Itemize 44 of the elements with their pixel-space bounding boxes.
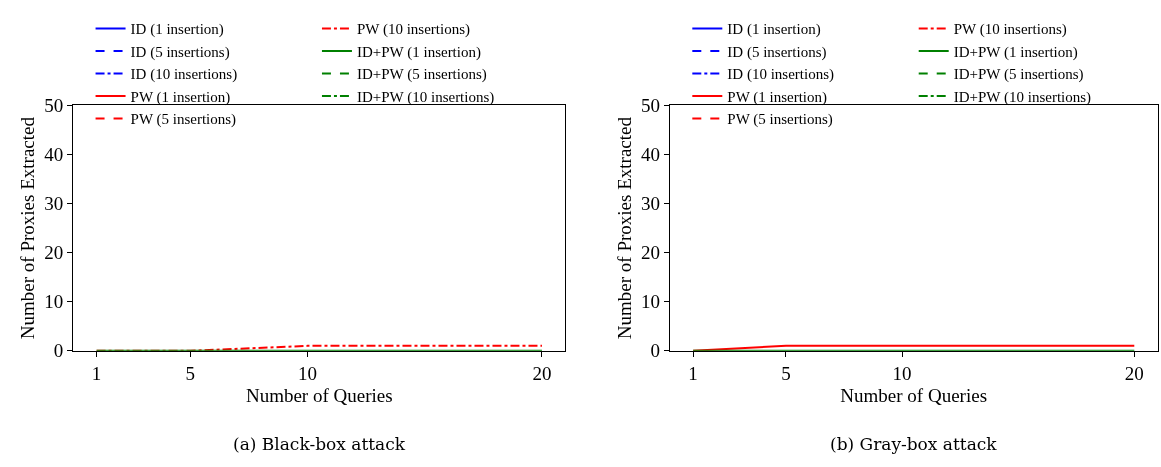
- legend-label: PW (1 insertion): [727, 88, 828, 106]
- legend-label: ID (1 insertion): [130, 21, 224, 39]
- x-tick-label: 5: [185, 362, 196, 384]
- legend-label: ID (10 insertions): [130, 66, 238, 84]
- x-tick-label: 20: [532, 362, 552, 384]
- legend-label: ID+PW (5 insertions): [953, 66, 1084, 84]
- x-tick-label: 1: [688, 362, 698, 384]
- legend-label: PW (10 insertions): [953, 21, 1067, 39]
- x-tick-label: 10: [892, 362, 912, 384]
- legend-label: PW (1 insertion): [130, 88, 231, 106]
- y-tick-label: 20: [641, 242, 661, 264]
- y-axis-title: Number of Proxies Extracted: [613, 116, 635, 340]
- y-tick-label: 40: [44, 144, 64, 166]
- legend-label: ID+PW (10 insertions): [356, 88, 495, 106]
- y-tick-label: 50: [44, 95, 64, 117]
- x-tick-label: 1: [91, 362, 102, 384]
- legend-label: ID (10 insertions): [727, 66, 834, 84]
- legend-label: ID+PW (10 insertions): [953, 88, 1092, 106]
- legend-label: PW (10 insertions): [356, 21, 471, 39]
- x-tick-label: 20: [1124, 362, 1144, 384]
- x-tick-label: 5: [781, 362, 791, 384]
- legend-label: ID+PW (1 insertion): [953, 43, 1078, 61]
- legend-label: ID (5 insertions): [727, 43, 827, 61]
- y-tick-label: 10: [44, 291, 64, 313]
- legend-label: PW (5 insertions): [130, 111, 237, 129]
- x-axis-title: Number of Queries: [245, 385, 393, 407]
- y-tick-label: 20: [44, 242, 64, 264]
- y-tick-label: 0: [53, 340, 64, 362]
- y-axis-title: Number of Proxies Extracted: [17, 116, 39, 340]
- legend-label: ID+PW (5 insertions): [356, 66, 487, 84]
- x-tick-label: 10: [298, 362, 318, 384]
- y-tick-label: 50: [641, 95, 661, 117]
- y-tick-label: 30: [44, 193, 64, 215]
- text: (a) Black-box attack: [233, 434, 406, 454]
- y-tick-label: 30: [641, 193, 661, 215]
- y-tick-label: 0: [650, 340, 661, 362]
- legend-label: ID (5 insertions): [130, 43, 230, 61]
- x-axis-title: Number of Queries: [840, 385, 988, 407]
- y-tick-label: 10: [641, 291, 661, 313]
- y-tick-label: 40: [641, 144, 661, 166]
- text: (b) Gray-box attack: [830, 434, 998, 454]
- legend-label: PW (5 insertions): [727, 111, 833, 129]
- legend-label: ID+PW (1 insertion): [356, 43, 481, 61]
- legend-label: ID (1 insertion): [727, 21, 821, 39]
